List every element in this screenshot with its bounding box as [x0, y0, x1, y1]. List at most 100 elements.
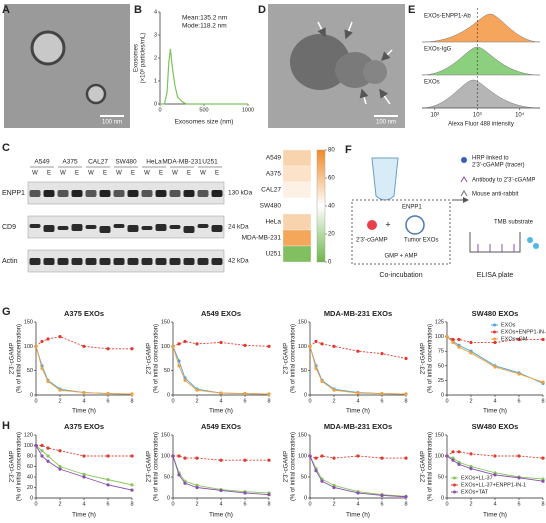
- x-tick-label: 8: [267, 501, 270, 507]
- x-axis-label: Time (h): [346, 408, 370, 415]
- series-line: [309, 346, 407, 395]
- plate-label: ELISA plate: [477, 272, 514, 279]
- band: [29, 258, 41, 265]
- series-line: [309, 346, 407, 395]
- lane-label: E: [131, 171, 135, 177]
- data-point: [267, 344, 271, 348]
- wells: [477, 244, 515, 252]
- x-axis-label: Time (h): [346, 512, 370, 519]
- y-tick-label: 0: [30, 495, 33, 501]
- blot-strip: [27, 249, 225, 273]
- data-point: [40, 339, 44, 344]
- data-point: [517, 337, 521, 342]
- y-axis-label: 2'3'-cGAMP: [10, 451, 16, 483]
- x-tick-label: 0: [171, 398, 174, 404]
- histogram-label: EXOs-IgG: [424, 47, 452, 53]
- y-tick-label: 150: [298, 432, 307, 438]
- y-tick-label: 50: [164, 368, 170, 374]
- x-axis-label: Time (h): [483, 512, 507, 519]
- y-tick-label: 0: [154, 101, 157, 107]
- panel-letter: A: [2, 4, 10, 16]
- data-point: [308, 344, 312, 348]
- x-tick-label: 6: [517, 501, 520, 507]
- y-tick-label: 50: [438, 363, 444, 369]
- lane-label: W: [88, 171, 94, 177]
- y-tick-label: 4: [154, 9, 157, 15]
- data-point: [106, 478, 110, 482]
- x-tick-label: 2: [58, 501, 61, 507]
- legend-marker: [493, 337, 496, 341]
- data-point: [46, 454, 50, 458]
- tmb-label: TMB substrate: [494, 220, 534, 226]
- axes: [35, 322, 132, 396]
- data-point: [517, 476, 521, 480]
- scale-label: 100 nm: [376, 120, 396, 126]
- legend-label: EXOs+GM: [501, 336, 528, 342]
- y-tick-label: 50: [27, 368, 33, 374]
- y-axis-label: (% of initial concentration): [17, 432, 23, 501]
- y-tick-label: 100: [24, 443, 33, 449]
- y-tick-label: 100: [24, 344, 33, 350]
- data-point: [469, 452, 473, 456]
- band: [141, 226, 153, 230]
- data-point: [314, 366, 318, 370]
- tem-image: [4, 4, 130, 128]
- x-axis-label: Exosomes size (nm): [175, 119, 234, 126]
- vesicle-cluster: [335, 52, 375, 88]
- x-tick-label: 2: [332, 398, 335, 404]
- data-point: [58, 335, 62, 339]
- data-point: [451, 340, 455, 345]
- y-axis-label: (% of initial concentration): [154, 432, 160, 501]
- data-point: [314, 456, 318, 460]
- data-point: [320, 379, 324, 383]
- x-tick-label: 6: [243, 501, 246, 507]
- heatmap-cell: [282, 245, 312, 263]
- band: [99, 258, 111, 265]
- x-tick-label: 10³: [473, 113, 482, 119]
- data-point: [40, 454, 44, 458]
- data-point: [332, 344, 336, 348]
- tracer-icon: [461, 157, 467, 163]
- x-axis-label: Time (h): [209, 408, 233, 415]
- y-axis-label: (% of initial concentration): [291, 324, 297, 393]
- data-point: [380, 456, 384, 460]
- data-point: [493, 340, 497, 345]
- vesicle-cluster: [290, 34, 350, 90]
- chart-title: A375 EXOs: [64, 422, 104, 431]
- band: [71, 224, 83, 231]
- tmb-drop: [527, 237, 533, 243]
- band: [211, 225, 223, 232]
- y-tick-label: 150: [161, 432, 170, 438]
- band: [43, 225, 55, 232]
- x-tick-label: 8: [267, 398, 270, 404]
- data-point: [183, 456, 187, 460]
- x-tick-label: 4: [493, 501, 496, 507]
- incubation-box: [351, 199, 451, 265]
- data-point: [130, 347, 134, 351]
- arrows: [317, 21, 393, 105]
- data-point: [219, 340, 223, 345]
- panel-letter: B: [134, 4, 142, 16]
- panel-letter: H: [2, 420, 10, 432]
- scale-label: 100 nm: [102, 120, 122, 126]
- y-tick-label: 25: [438, 378, 444, 384]
- lane-label: E: [215, 171, 219, 177]
- data-point: [356, 349, 360, 353]
- y-axis-label: (% of initial concentration): [428, 324, 434, 393]
- band: [85, 225, 97, 229]
- data-point: [183, 339, 187, 344]
- data-point: [177, 364, 181, 368]
- band: [169, 225, 181, 229]
- data-point: [457, 462, 461, 466]
- series-line: [35, 445, 133, 491]
- cgamp-label: 2'3'-cGAMP: [356, 238, 388, 244]
- data-point: [171, 344, 175, 348]
- y-tick-label: 50: [438, 474, 444, 480]
- y-axis-label: 2'3'-cGAMP: [421, 451, 427, 483]
- data-point: [106, 347, 110, 351]
- x-tick-label: 0: [308, 501, 311, 507]
- data-point: [320, 454, 324, 458]
- x-tick-label: 10²: [430, 113, 439, 119]
- data-point: [58, 388, 62, 392]
- legend-label: EXOs+LL-37: [461, 475, 493, 481]
